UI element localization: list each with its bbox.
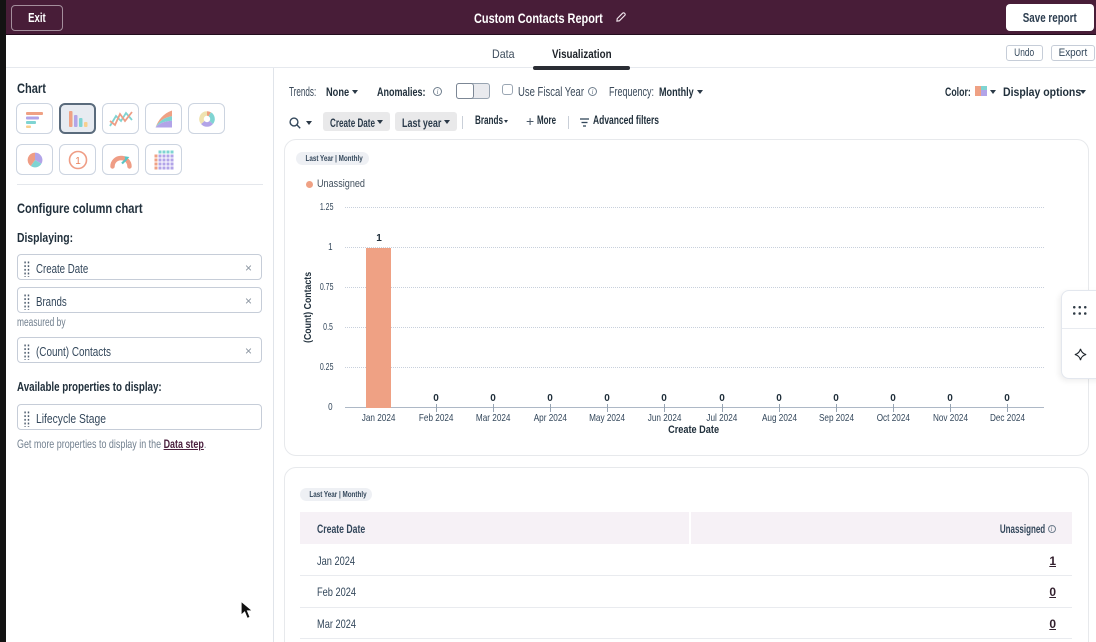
svg-text:1: 1 — [75, 156, 81, 167]
